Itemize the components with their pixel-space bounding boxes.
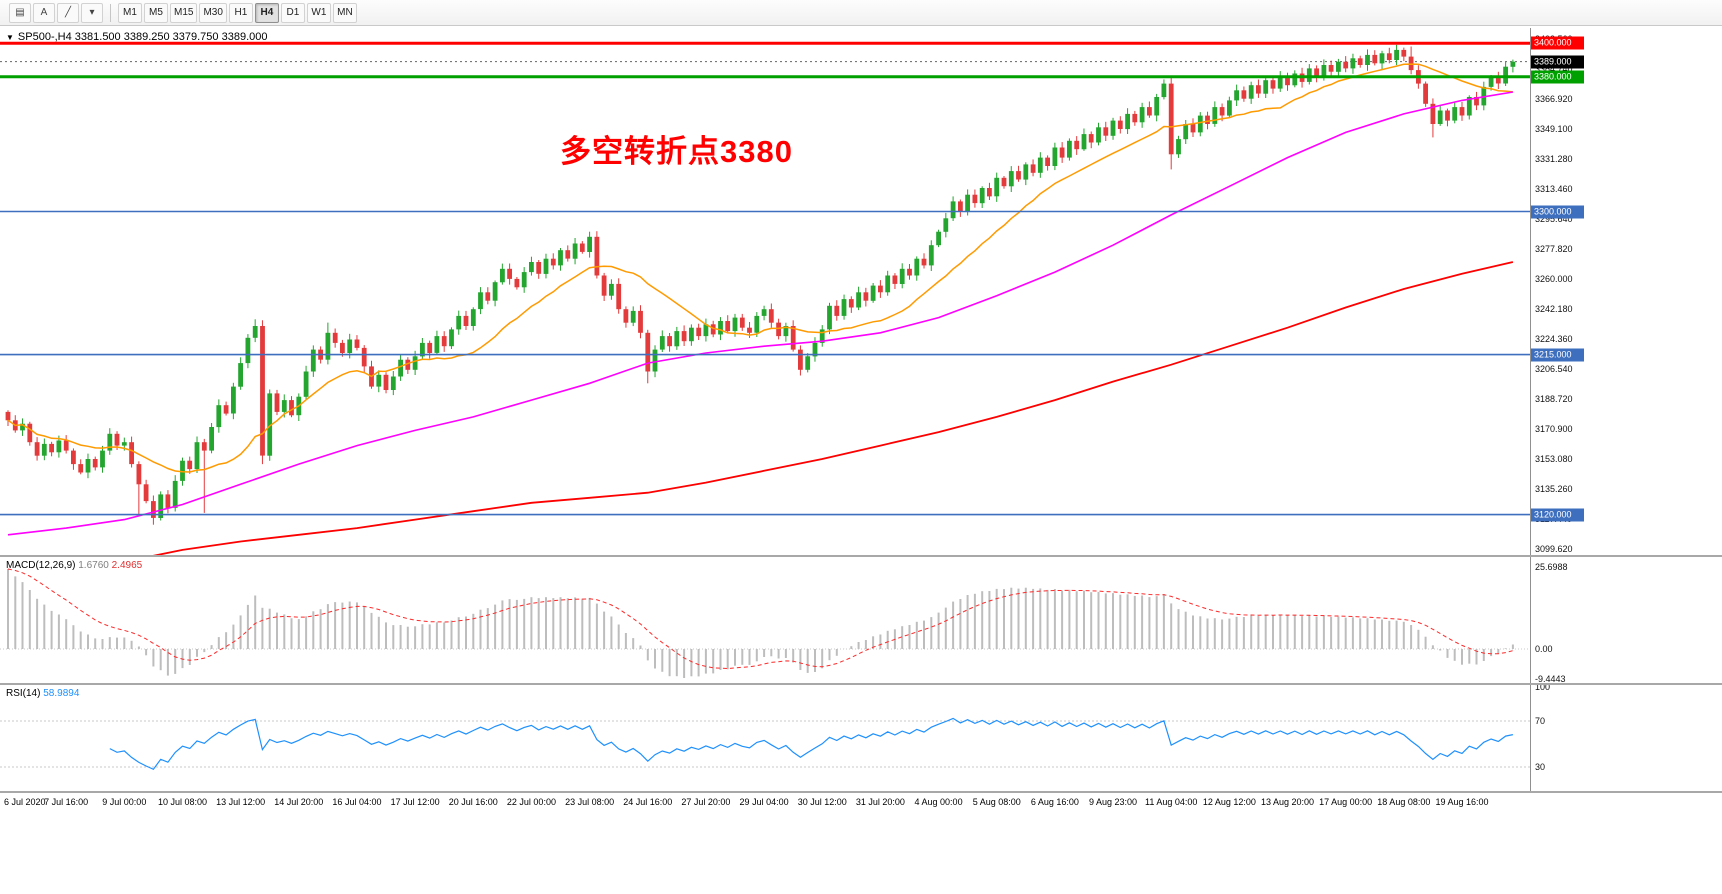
time-label: 30 Jul 12:00 bbox=[797, 797, 847, 807]
symbol-info-bar: ▼ SP500-,H4 3381.500 3389.250 3379.750 33… bbox=[6, 31, 267, 43]
time-label: 24 Jul 16:00 bbox=[623, 797, 673, 807]
price-tick-label: 3331.280 bbox=[1535, 153, 1573, 164]
time-label: 16 Jul 04:00 bbox=[332, 797, 382, 807]
price-tick-label: 3206.540 bbox=[1535, 363, 1573, 374]
price-tick-label: 3277.820 bbox=[1535, 243, 1573, 254]
price-chart-canvas[interactable] bbox=[0, 28, 1530, 555]
time-label: 11 Aug 04:00 bbox=[1144, 797, 1198, 807]
time-label: 10 Jul 08:00 bbox=[157, 797, 207, 807]
price-tick-label: 3224.360 bbox=[1535, 333, 1573, 344]
macd-title: MACD(12,26,9) bbox=[6, 560, 76, 571]
time-label: 9 Aug 23:00 bbox=[1089, 797, 1138, 807]
rsi-axis-label: 100 bbox=[1535, 682, 1551, 692]
rsi-panel-canvas[interactable] bbox=[0, 685, 1530, 791]
time-label: 17 Aug 00:00 bbox=[1319, 797, 1373, 807]
timeframe-m30-button[interactable]: M30 bbox=[199, 2, 227, 23]
current-price-badge: 3389.000 bbox=[1531, 55, 1584, 69]
rsi-indicator-label: RSI(14) 58.9894 bbox=[6, 688, 79, 699]
macd-axis-label: -9.4443 bbox=[1535, 674, 1566, 684]
time-label: 23 Jul 08:00 bbox=[565, 797, 615, 807]
price-tick-label: 3188.720 bbox=[1535, 393, 1573, 404]
time-label: 6 Jul 2020 bbox=[4, 797, 46, 807]
ma-mid-line bbox=[7, 91, 1514, 536]
panel-separator[interactable] bbox=[0, 683, 1722, 685]
toolbar-separator bbox=[110, 3, 111, 22]
macd-main-value: 1.6760 bbox=[78, 560, 109, 571]
ma-fast-line bbox=[7, 63, 1513, 473]
trendline-tool-icon[interactable]: ╱ bbox=[57, 2, 79, 23]
macd-axis-label: 0.00 bbox=[1535, 644, 1553, 654]
price-tick-label: 3242.180 bbox=[1535, 303, 1573, 314]
rsi-value: 58.9894 bbox=[43, 688, 80, 699]
price-tick-label: 3099.620 bbox=[1535, 543, 1573, 554]
timeframe-button-group: M1 M5 M15 M30 H1 H4 D1 W1 MN bbox=[117, 2, 358, 23]
time-label: 17 Jul 12:00 bbox=[390, 797, 440, 807]
price-level-badge: 3120.000 bbox=[1531, 508, 1584, 522]
time-axis[interactable]: 6 Jul 2020 7 Jul 16:00 9 Jul 00:00 10 Jul 0… bbox=[0, 793, 1722, 813]
rsi-line bbox=[109, 717, 1514, 771]
macd-histogram bbox=[7, 569, 1514, 678]
toolbar: ▤ A ╱ ▾ M1 M5 M15 M30 H1 H4 D1 W1 MN bbox=[0, 0, 1722, 26]
toolbar-left-group: ▤ A ╱ ▾ bbox=[8, 2, 104, 23]
time-label: 13 Jul 12:00 bbox=[216, 797, 266, 807]
time-label: 14 Jul 20:00 bbox=[274, 797, 324, 807]
price-tick-label: 3384.740 bbox=[1535, 63, 1573, 74]
panel-separator[interactable] bbox=[0, 791, 1722, 793]
timeframe-m15-button[interactable]: M15 bbox=[170, 2, 198, 23]
price-tick-label: 3349.100 bbox=[1535, 123, 1573, 134]
ohlc-collapse-icon[interactable]: ▼ bbox=[6, 33, 14, 42]
time-label: 20 Jul 16:00 bbox=[448, 797, 498, 807]
timeframe-w1-button[interactable]: W1 bbox=[306, 2, 331, 23]
time-label: 7 Jul 16:00 bbox=[44, 797, 89, 807]
symbol-ohlc-text: SP500-,H4 3381.500 3389.250 3379.750 338… bbox=[17, 31, 268, 43]
price-tick-label: 3260.000 bbox=[1535, 273, 1573, 284]
time-label: 12 Aug 12:00 bbox=[1202, 797, 1256, 807]
price-level-badge: 3215.000 bbox=[1531, 348, 1584, 362]
timeframe-m5-button[interactable]: M5 bbox=[144, 2, 168, 23]
time-label: 18 Aug 08:00 bbox=[1377, 797, 1431, 807]
macd-signal-line bbox=[7, 568, 1514, 670]
time-label: 22 Jul 00:00 bbox=[506, 797, 556, 807]
panel-separator[interactable] bbox=[0, 555, 1722, 557]
time-label: 29 Jul 04:00 bbox=[739, 797, 789, 807]
price-tick-label: 3135.260 bbox=[1535, 483, 1573, 494]
timeframe-h1-button[interactable]: H1 bbox=[228, 2, 253, 23]
price-tick-label: 3153.080 bbox=[1535, 453, 1573, 464]
price-level-badge: 3380.000 bbox=[1531, 70, 1584, 84]
price-tick-label: 3170.900 bbox=[1535, 423, 1573, 434]
timeframe-mn-button[interactable]: MN bbox=[332, 2, 357, 23]
macd-signal-value: 2.4965 bbox=[111, 560, 143, 571]
price-axis[interactable]: 3402.5603384.7403366.9203349.1003331.280… bbox=[1530, 28, 1722, 793]
timeframe-d1-button[interactable]: D1 bbox=[280, 2, 305, 23]
drawing-tools-dropdown-icon[interactable]: ▾ bbox=[81, 2, 103, 23]
time-label: 6 Aug 16:00 bbox=[1030, 797, 1079, 807]
macd-indicator-label: MACD(12,26,9) 1.6760 2.4965 bbox=[6, 560, 142, 571]
candles bbox=[5, 44, 1516, 525]
chart-templates-icon[interactable]: ▤ bbox=[9, 2, 31, 23]
time-label: 5 Aug 08:00 bbox=[972, 797, 1021, 807]
rsi-title: RSI(14) bbox=[6, 688, 41, 699]
price-level-badge: 3400.000 bbox=[1531, 36, 1584, 50]
chart-annotation-text: 多空转折点3380 bbox=[560, 134, 793, 169]
time-label: 13 Aug 20:00 bbox=[1260, 797, 1315, 807]
time-label: 27 Jul 20:00 bbox=[681, 797, 731, 807]
timeframe-h4-button[interactable]: H4 bbox=[254, 2, 279, 23]
ma-slow-line bbox=[152, 261, 1514, 555]
time-label: 31 Jul 20:00 bbox=[855, 797, 905, 807]
price-tick-label: 3313.460 bbox=[1535, 183, 1573, 194]
text-annotation-icon[interactable]: A bbox=[33, 2, 55, 23]
timeframe-m1-button[interactable]: M1 bbox=[118, 2, 142, 23]
time-label: 19 Aug 16:00 bbox=[1435, 797, 1489, 807]
price-level-badge: 3300.000 bbox=[1531, 205, 1584, 219]
macd-axis-label: 25.6988 bbox=[1535, 562, 1568, 572]
rsi-axis-label: 70 bbox=[1535, 716, 1546, 726]
time-label: 9 Jul 00:00 bbox=[102, 797, 147, 807]
time-label: 4 Aug 00:00 bbox=[914, 797, 963, 807]
rsi-axis-label: 30 bbox=[1535, 762, 1546, 772]
price-tick-label: 3295.640 bbox=[1535, 213, 1573, 224]
price-tick-label: 3366.920 bbox=[1535, 93, 1573, 104]
macd-panel-canvas[interactable] bbox=[0, 557, 1530, 683]
